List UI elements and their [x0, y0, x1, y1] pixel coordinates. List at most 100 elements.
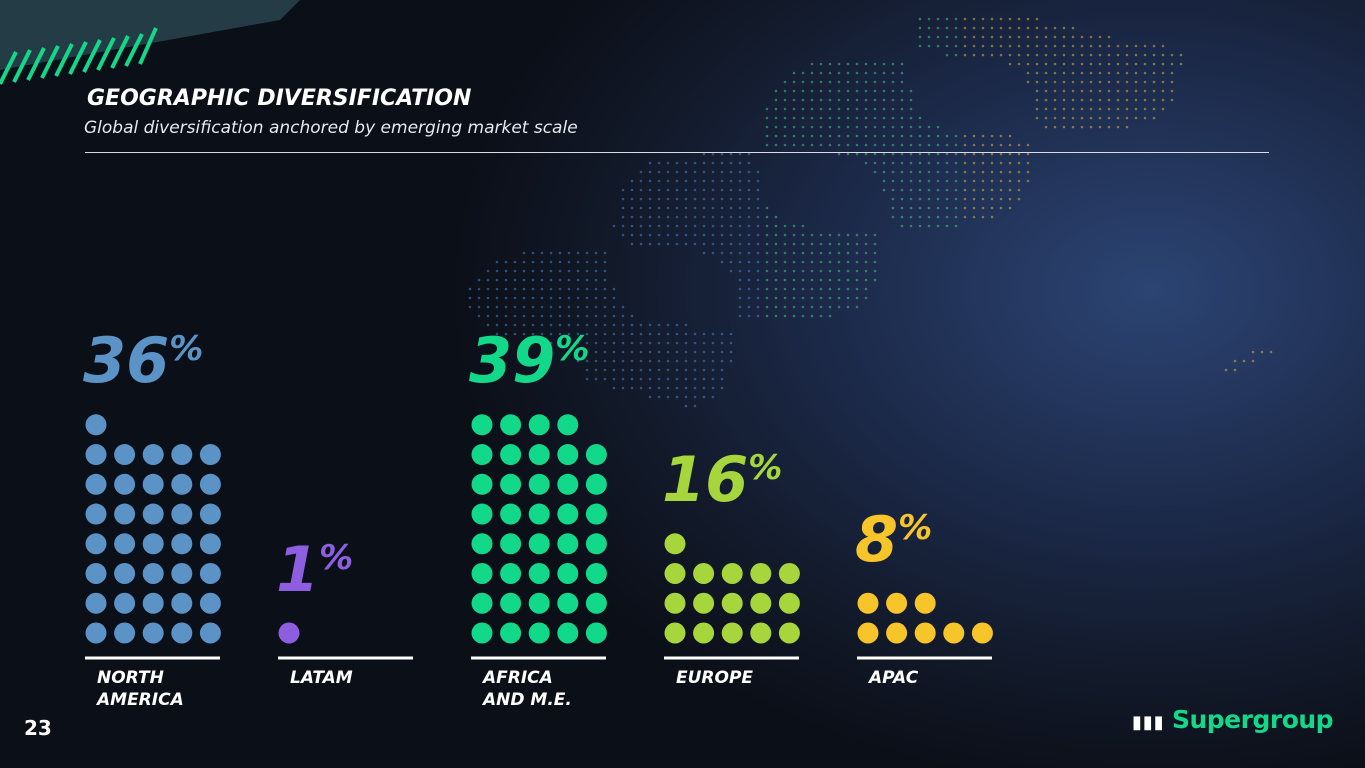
map-dot	[729, 269, 733, 273]
map-dot	[855, 152, 859, 156]
map-dot	[882, 143, 886, 147]
map-dot	[738, 242, 742, 246]
map-dot	[882, 89, 886, 93]
map-dot	[1008, 161, 1012, 165]
map-dot	[693, 161, 697, 165]
map-dot	[1170, 80, 1174, 84]
dot	[693, 563, 715, 585]
map-dot	[954, 224, 958, 228]
map-dot	[945, 197, 949, 201]
map-dot	[801, 260, 805, 264]
map-dot	[1026, 26, 1030, 30]
map-dot	[603, 305, 607, 309]
map-dot	[711, 242, 715, 246]
map-dot	[621, 386, 625, 390]
map-dot	[531, 323, 535, 327]
map-dot	[513, 287, 517, 291]
map-dot	[864, 80, 868, 84]
map-dot	[990, 188, 994, 192]
dot	[585, 622, 607, 644]
map-dot	[729, 224, 733, 228]
map-dot	[864, 278, 868, 282]
map-dot	[729, 260, 733, 264]
map-dot	[1125, 71, 1129, 75]
map-dot	[711, 377, 715, 381]
map-dot	[684, 341, 688, 345]
map-dot	[819, 296, 823, 300]
map-dot	[1044, 98, 1048, 102]
map-dot	[747, 260, 751, 264]
dot	[114, 533, 136, 555]
map-dot	[1008, 206, 1012, 210]
map-dot	[981, 26, 985, 30]
map-dot	[963, 152, 967, 156]
map-dot	[837, 98, 841, 102]
map-dot	[666, 170, 670, 174]
dot	[500, 622, 522, 644]
map-dot	[1062, 125, 1066, 129]
map-dot	[819, 62, 823, 66]
map-dot	[918, 44, 922, 48]
map-dot	[486, 314, 490, 318]
map-dot	[747, 305, 751, 309]
map-dot	[972, 134, 976, 138]
map-dot	[972, 26, 976, 30]
map-dot	[657, 242, 661, 246]
map-dot	[1152, 89, 1156, 93]
map-dot	[855, 233, 859, 237]
map-dot	[918, 170, 922, 174]
map-dot	[1062, 98, 1066, 102]
map-dot	[684, 404, 688, 408]
map-dot	[675, 323, 679, 327]
map-dot	[1098, 71, 1102, 75]
map-dot	[837, 107, 841, 111]
map-dot	[711, 170, 715, 174]
map-dot	[1116, 98, 1120, 102]
map-dot	[846, 143, 850, 147]
map-dot	[675, 170, 679, 174]
map-dot	[1098, 116, 1102, 120]
map-dot	[567, 332, 571, 336]
dot	[142, 592, 164, 614]
map-dot	[612, 224, 616, 228]
map-dot	[1080, 53, 1084, 57]
map-dot	[999, 44, 1003, 48]
map-dot	[684, 224, 688, 228]
map-dot	[900, 89, 904, 93]
dot	[914, 622, 936, 644]
map-dot	[801, 314, 805, 318]
map-dot	[738, 251, 742, 255]
map-dot	[936, 224, 940, 228]
map-dot	[684, 332, 688, 336]
map-dot	[603, 323, 607, 327]
map-dot	[648, 368, 652, 372]
map-dot	[846, 296, 850, 300]
map-dot	[846, 242, 850, 246]
map-dot	[963, 17, 967, 21]
map-dot	[720, 332, 724, 336]
map-dot	[603, 269, 607, 273]
map-dot	[1008, 179, 1012, 183]
map-dot	[540, 332, 544, 336]
map-dot	[720, 179, 724, 183]
map-dot	[900, 98, 904, 102]
map-dot	[648, 197, 652, 201]
map-dot	[1044, 107, 1048, 111]
map-dot	[774, 242, 778, 246]
map-dot	[666, 395, 670, 399]
map-dot	[828, 233, 832, 237]
map-dot	[747, 278, 751, 282]
dot	[886, 622, 908, 644]
map-dot	[756, 287, 760, 291]
map-dot	[1134, 71, 1138, 75]
map-dot	[738, 287, 742, 291]
map-dot	[936, 197, 940, 201]
map-dot	[756, 179, 760, 183]
map-dot	[1071, 71, 1075, 75]
map-dot	[639, 332, 643, 336]
map-dot	[585, 332, 589, 336]
map-dot	[981, 170, 985, 174]
map-dot	[684, 323, 688, 327]
map-dot	[1062, 53, 1066, 57]
map-dot	[603, 350, 607, 354]
